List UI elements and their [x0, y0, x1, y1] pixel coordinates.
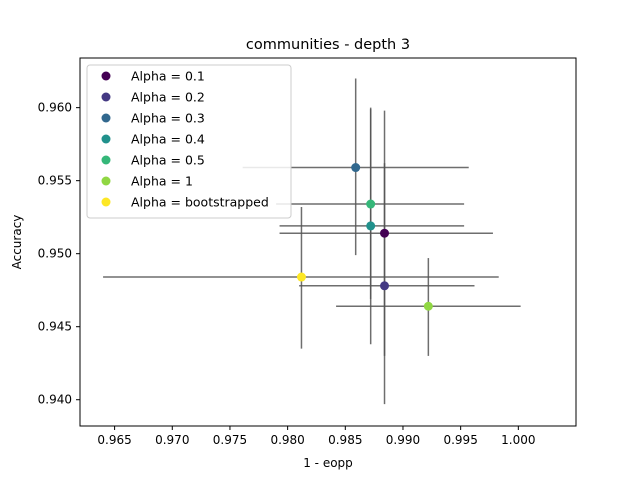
y-tick-label-2: 0.950 — [38, 247, 72, 261]
y-axis: 0.940 0.945 0.950 0.955 0.960 — [38, 101, 80, 407]
legend-marker-3 — [101, 134, 111, 144]
data-point-5 — [423, 301, 433, 311]
x-tick-label-5: 0.990 — [386, 433, 420, 447]
legend-box — [86, 64, 292, 219]
legend-label-1: Alpha = 0.2 — [131, 90, 205, 105]
plot-area — [103, 78, 521, 405]
chart-title: communities - depth 3 — [246, 37, 410, 53]
legend-label-0: Alpha = 0.1 — [131, 69, 205, 84]
legend-label-5: Alpha = 1 — [131, 174, 193, 189]
legend-marker-6 — [101, 197, 111, 207]
y-tick-label-4: 0.960 — [38, 101, 72, 115]
legend-marker-1 — [101, 92, 111, 102]
x-tick-label-1: 0.970 — [155, 433, 189, 447]
legend-marker-0 — [101, 71, 111, 81]
legend-label-3: Alpha = 0.4 — [131, 132, 205, 147]
legend-marker-4 — [101, 155, 111, 165]
legend-label-2: Alpha = 0.3 — [131, 111, 205, 126]
x-tick-label-2: 0.975 — [213, 433, 247, 447]
x-tick-label-3: 0.980 — [270, 433, 304, 447]
data-point-6 — [296, 272, 306, 282]
legend-marker-5 — [101, 176, 111, 186]
x-tick-label-6: 0.995 — [443, 433, 477, 447]
y-tick-label-0: 0.940 — [38, 393, 72, 407]
legend-label-4: Alpha = 0.5 — [131, 153, 205, 168]
y-axis-label: Accuracy — [10, 215, 24, 270]
x-axis-label: 1 - eopp — [303, 456, 353, 470]
legend-label-6: Alpha = bootstrapped — [131, 195, 269, 210]
x-tick-label-7: 1.000 — [501, 433, 535, 447]
x-tick-label-0: 0.965 — [97, 433, 131, 447]
x-tick-label-4: 0.985 — [328, 433, 362, 447]
data-point-1 — [380, 281, 390, 291]
y-tick-label-1: 0.945 — [38, 320, 72, 334]
y-tick-label-3: 0.955 — [38, 174, 72, 188]
data-point-2 — [351, 163, 361, 173]
x-axis: 0.965 0.970 0.975 0.980 0.985 0.990 0.995 1.000 — [97, 426, 536, 447]
data-point-3 — [366, 221, 376, 231]
legend-marker-2 — [101, 113, 111, 123]
plot-frame — [79, 57, 577, 427]
legend: Alpha = 0.1 Alpha = 0.2 Alpha = 0.3 Alpha =… — [86, 64, 292, 219]
data-point-0 — [380, 228, 390, 238]
data-point-4 — [366, 199, 376, 209]
